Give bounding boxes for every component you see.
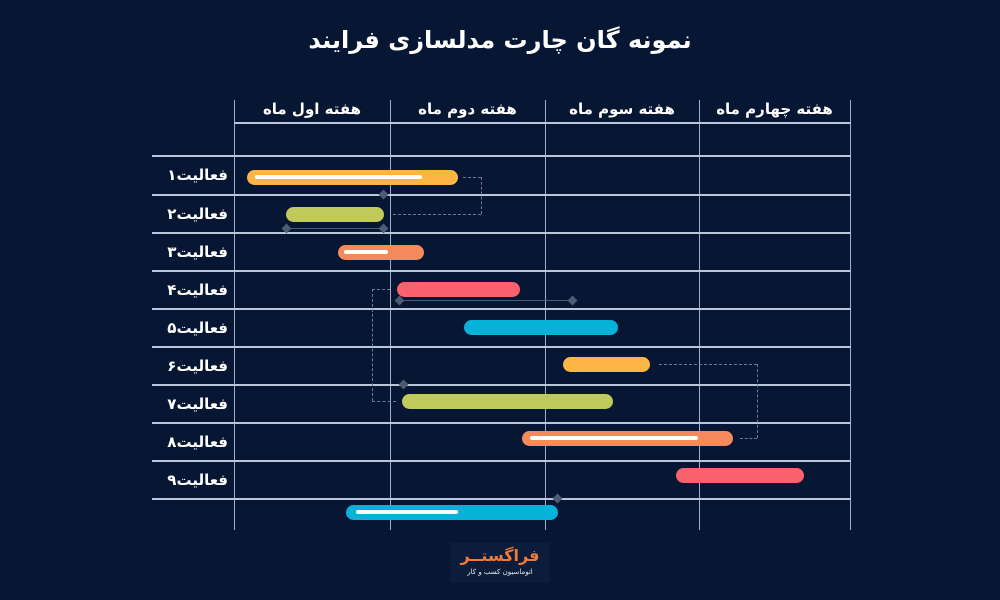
row-label-activity-1: فعالیت۱ <box>167 166 228 184</box>
column-header-week-4: هفته چهارم ماه <box>716 100 833 118</box>
milestone-link <box>287 228 384 229</box>
task-bar-activity-8[interactable] <box>522 431 733 446</box>
row-label-activity-7: فعالیت۷ <box>167 395 228 413</box>
grid-vline <box>850 100 851 530</box>
row-label-activity-2: فعالیت۲ <box>167 205 228 223</box>
dependency-connector <box>393 214 481 215</box>
row-label-activity-8: فعالیت۸ <box>167 433 228 451</box>
chart-title: نمونه گان چارت مدلسازی فرایند <box>308 26 692 54</box>
dependency-connector <box>481 177 482 214</box>
grid-hline <box>152 232 851 234</box>
task-bar-activity-5[interactable] <box>464 320 618 335</box>
milestone-diamond-icon <box>378 189 389 200</box>
row-label-activity-6: فعالیت۶ <box>167 357 228 375</box>
task-bar-activity-7[interactable] <box>402 394 613 409</box>
milestone-diamond-icon <box>552 493 563 504</box>
milestone-diamond-icon <box>567 295 578 306</box>
progress-line <box>530 436 698 440</box>
task-bar-activity-1[interactable] <box>247 170 458 185</box>
task-bar-unlabeled[interactable] <box>346 505 558 520</box>
progress-line <box>255 175 422 179</box>
column-header-week-1: هفته اول ماه <box>262 100 362 118</box>
grid-hline <box>152 346 851 348</box>
task-bar-activity-3[interactable] <box>338 245 424 260</box>
grid-hline <box>152 194 851 196</box>
grid-hline <box>152 270 851 272</box>
header-underline <box>234 122 851 124</box>
row-label-activity-9: فعالیت۹ <box>167 471 228 489</box>
column-header-week-3: هفته سوم ماه <box>569 100 675 118</box>
milestone-diamond-icon <box>394 295 405 306</box>
grid-hline <box>152 155 851 157</box>
grid-vline <box>234 100 235 530</box>
dependency-connector <box>740 438 757 439</box>
task-bar-activity-9[interactable] <box>676 468 804 483</box>
row-label-activity-5: فعالیت۵ <box>167 319 228 337</box>
grid-vline <box>699 100 700 530</box>
brand-logo: فراگستــر اتوماسیون کسب و کار <box>450 543 550 583</box>
task-bar-activity-6[interactable] <box>563 357 650 372</box>
dependency-connector <box>463 177 481 178</box>
grid-hline <box>152 460 851 462</box>
dependency-connector <box>757 364 758 438</box>
grid-hline <box>152 498 851 500</box>
grid-hline <box>152 422 851 424</box>
grid-hline <box>152 384 851 386</box>
progress-line <box>344 250 388 254</box>
progress-line <box>356 510 458 514</box>
milestone-link <box>399 300 572 301</box>
dependency-connector <box>659 364 757 365</box>
milestone-diamond-icon <box>398 379 409 390</box>
grid-vline <box>390 100 391 530</box>
task-bar-activity-2[interactable] <box>286 207 384 222</box>
brand-name: فراگستــر <box>460 546 540 565</box>
brand-tagline: اتوماسیون کسب و کار <box>467 568 533 576</box>
dependency-connector <box>372 401 396 402</box>
grid-vline <box>545 100 546 530</box>
row-label-activity-4: فعالیت۴ <box>167 281 228 299</box>
dependency-connector <box>372 289 390 290</box>
task-bar-activity-4[interactable] <box>397 282 520 297</box>
column-header-week-2: هفته دوم ماه <box>418 100 517 118</box>
dependency-connector <box>372 289 373 401</box>
row-label-activity-3: فعالیت۳ <box>167 243 228 261</box>
grid-hline <box>152 308 851 310</box>
